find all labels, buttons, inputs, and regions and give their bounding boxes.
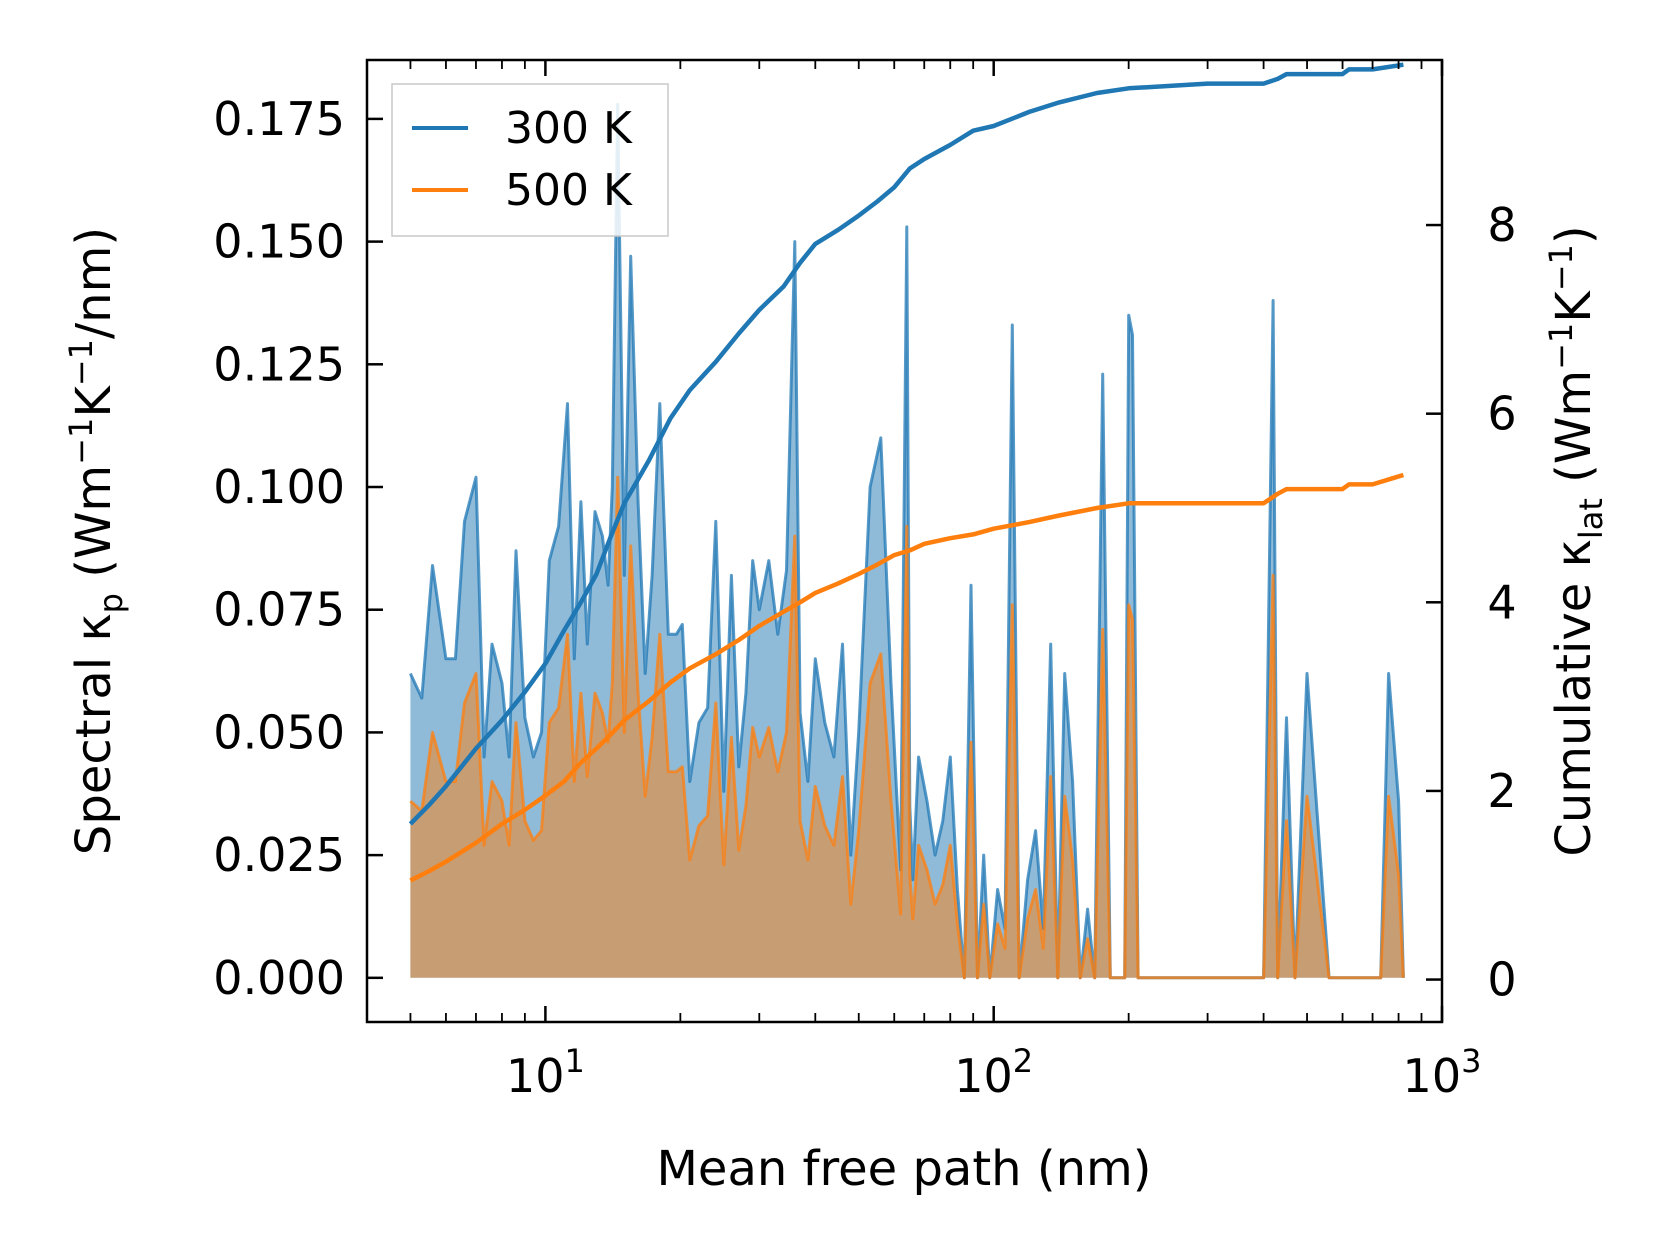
y-left-tick-label: 0.050	[213, 705, 345, 759]
spectral-line-300k	[409, 102, 1405, 980]
x-axis-title: Mean free path (nm)	[657, 1141, 1152, 1197]
y-left-unit-suffix: /nm)	[66, 227, 122, 339]
y-right-tick-label: 0	[1487, 953, 1516, 1007]
axes-frame	[365, 58, 1444, 1024]
legend-label-500k: 500 K	[505, 165, 633, 216]
y-left-unit-prefix: (Wm	[66, 465, 122, 593]
y-left-unit-mid: K	[66, 385, 122, 418]
y-right-main: Cumulative κ	[1546, 539, 1602, 857]
legend: 300 K 500 K	[391, 83, 669, 237]
y-right-unit-suffix: )	[1546, 225, 1602, 244]
y-right-sub: lat	[1572, 498, 1610, 539]
x-tick-label: 103	[1403, 1042, 1482, 1103]
y-left-tick-label: 0.075	[213, 583, 345, 637]
cumulative-line-300k	[408, 62, 1404, 826]
plot-area	[408, 62, 1405, 980]
x-tick-label: 101	[506, 1042, 585, 1103]
y-right-tick-label: 4	[1487, 575, 1516, 629]
y-right-tick-label: 8	[1487, 198, 1516, 252]
y-left-tick-label: 0.150	[213, 215, 345, 269]
y-right-tick-label: 6	[1487, 387, 1516, 441]
y-left-tick-label: 0.175	[213, 92, 345, 146]
y-left-sup1: −1	[62, 418, 100, 465]
cumulative-layer	[408, 62, 1405, 883]
ticks-layer: 0.000 0.025 0.050 0.075 0.100 0.125 0.150 0.175…	[213, 60, 1517, 1103]
y-axis-title-right: Cumulative κlat (Wm−1K−1)	[1542, 225, 1610, 856]
y-left-main: Spectral κ	[66, 613, 122, 855]
legend-box	[391, 83, 669, 237]
y-right-tick-label: 2	[1487, 764, 1516, 818]
y-right-sup2: −1	[1542, 244, 1580, 291]
y-left-tick-label: 0.125	[213, 337, 345, 391]
y-right-unit-mid: K	[1546, 290, 1602, 323]
y-right-sup1: −1	[1542, 323, 1580, 370]
y-left-tick-label: 0.025	[213, 828, 345, 882]
y-left-tick-label: 0.000	[213, 951, 345, 1005]
y-axis-title-left: Spectral κp (Wm−1K−1/nm)	[62, 227, 130, 855]
cumulative-line-500k	[409, 472, 1405, 883]
spectral-area-500k	[410, 477, 1404, 978]
y-left-tick-label: 0.100	[213, 460, 345, 514]
y-left-sub: p	[92, 593, 130, 613]
y-left-sup2: −1	[62, 339, 100, 386]
spectral-line-500k	[409, 475, 1405, 980]
legend-label-300k: 300 K	[505, 103, 633, 154]
spectral-layer	[409, 102, 1405, 980]
y-right-unit-prefix: (Wm	[1546, 370, 1602, 498]
x-tick-label: 102	[954, 1042, 1033, 1103]
